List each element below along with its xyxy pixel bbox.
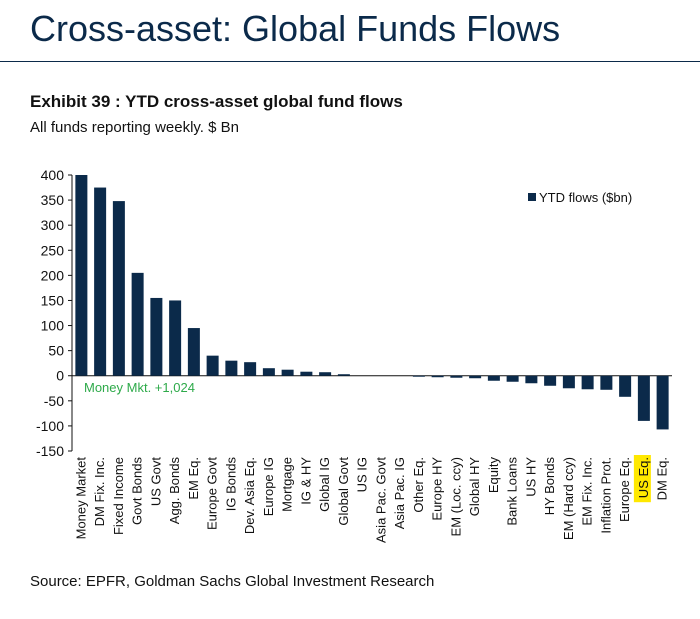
y-tick-label: 300 (41, 217, 65, 233)
bar-1 (94, 187, 107, 376)
x-tick-label: Global IG (317, 457, 332, 512)
bar-4 (150, 297, 163, 376)
bar-9 (244, 362, 257, 376)
bar-2 (112, 201, 125, 376)
bar-22 (487, 375, 500, 381)
x-tick-label: HY Bonds (542, 457, 557, 516)
exhibit-title: Exhibit 39 : YTD cross-asset global fund… (30, 92, 403, 111)
money-market-annotation: Money Mkt. +1,024 (84, 380, 195, 395)
x-tick-label: Europe IG (261, 457, 276, 516)
highlight-box (633, 455, 651, 503)
x-tick-label: Europe HY (430, 457, 445, 521)
x-tick-label: EM Eq. (186, 457, 201, 500)
y-tick-label: 0 (56, 368, 64, 384)
bar-14 (337, 374, 350, 376)
bar-3 (131, 272, 144, 376)
y-axis: 400 350 300 250 200 150 100 50 0 -50 -100 -150 (36, 167, 672, 459)
bar-20 (450, 375, 463, 378)
y-tick-label: -150 (36, 443, 64, 459)
bar-30 (637, 375, 650, 421)
bar-21 (469, 375, 482, 379)
bar-10 (262, 368, 275, 376)
x-tick-label: IG Bonds (223, 457, 238, 512)
bar-18 (412, 375, 425, 377)
bar-5 (169, 300, 182, 376)
x-tick-label: Equity (486, 457, 501, 494)
x-tick-label: DM Eq. (655, 457, 670, 500)
bar-26 (562, 375, 575, 389)
legend: YTD flows ($bn) (528, 190, 632, 205)
x-tick-label: Fixed Income (111, 457, 126, 535)
bar-12 (300, 371, 313, 376)
x-tick-label: Global HY (467, 457, 482, 517)
x-tick-label: Mortgage (280, 457, 295, 512)
x-tick-label: Bank Loans (505, 457, 520, 526)
y-tick-label: 100 (41, 318, 65, 334)
x-tick-label: Govt Bonds (130, 457, 145, 525)
y-tick-label: 150 (41, 292, 65, 308)
x-tick-label: Europe Eq. (617, 457, 632, 522)
x-tick-label: DM Fix. Inc. (92, 457, 107, 526)
bar-31 (656, 375, 669, 430)
x-tick-label: EM (Loc. ccy) (448, 457, 463, 536)
y-tick-label: 250 (41, 242, 65, 258)
bar-19 (431, 375, 444, 378)
x-tick-label: Money Market (73, 457, 88, 540)
y-tick-label: 350 (41, 192, 65, 208)
bars-group (75, 175, 669, 430)
bar-27 (581, 375, 594, 390)
bar-chart: 400 350 300 250 200 150 100 50 0 -50 -100 -150 Mone… (36, 167, 672, 543)
bar-24 (525, 375, 538, 384)
y-tick-label: -100 (36, 418, 64, 434)
bar-0 (75, 175, 88, 376)
x-tick-label: US IG (355, 457, 370, 492)
bar-11 (281, 369, 294, 376)
title-divider (0, 61, 700, 62)
x-tick-label: US Eq. (636, 457, 651, 498)
x-tick-label: IG & HY (298, 457, 313, 505)
x-tick-label: EM (Hard ccy) (561, 457, 576, 540)
x-tick-label: US HY (523, 457, 538, 497)
bar-13 (319, 372, 332, 376)
bar-23 (506, 375, 519, 382)
page-title: Cross-asset: Global Funds Flows (30, 8, 561, 49)
x-tick-label: EM Fix. Inc. (580, 457, 595, 526)
y-tick-label: 400 (41, 167, 65, 183)
x-tick-label: Asia Pac. Govt (373, 457, 388, 543)
x-tick-label: Inflation Prot. (598, 457, 613, 534)
bar-25 (544, 375, 557, 386)
bar-6 (187, 328, 200, 376)
x-tick-label: Agg. Bonds (167, 457, 182, 525)
bar-8 (225, 360, 238, 376)
bar-28 (600, 375, 613, 390)
legend-label: YTD flows ($bn) (539, 190, 632, 205)
bar-7 (206, 355, 219, 376)
y-tick-label: 50 (48, 343, 64, 359)
x-tick-label: Asia Pac. IG (392, 457, 407, 529)
x-axis-labels: Money Market DM Fix. Inc. Fixed Income Govt… (73, 455, 670, 543)
x-tick-label: US Govt (148, 457, 163, 507)
y-tick-label: 200 (41, 267, 65, 283)
x-tick-label: Europe Govt (205, 457, 220, 530)
source-note: Source: EPFR, Goldman Sachs Global Inves… (30, 573, 435, 590)
y-tick-label: -50 (44, 393, 64, 409)
exhibit-subtitle: All funds reporting weekly. $ Bn (30, 119, 239, 136)
x-tick-label: Dev. Asia Eq. (242, 457, 257, 534)
legend-swatch (528, 193, 536, 201)
bar-29 (619, 375, 632, 397)
x-tick-label: Global Govt (336, 457, 351, 526)
x-tick-label: Other Eq. (411, 457, 426, 513)
